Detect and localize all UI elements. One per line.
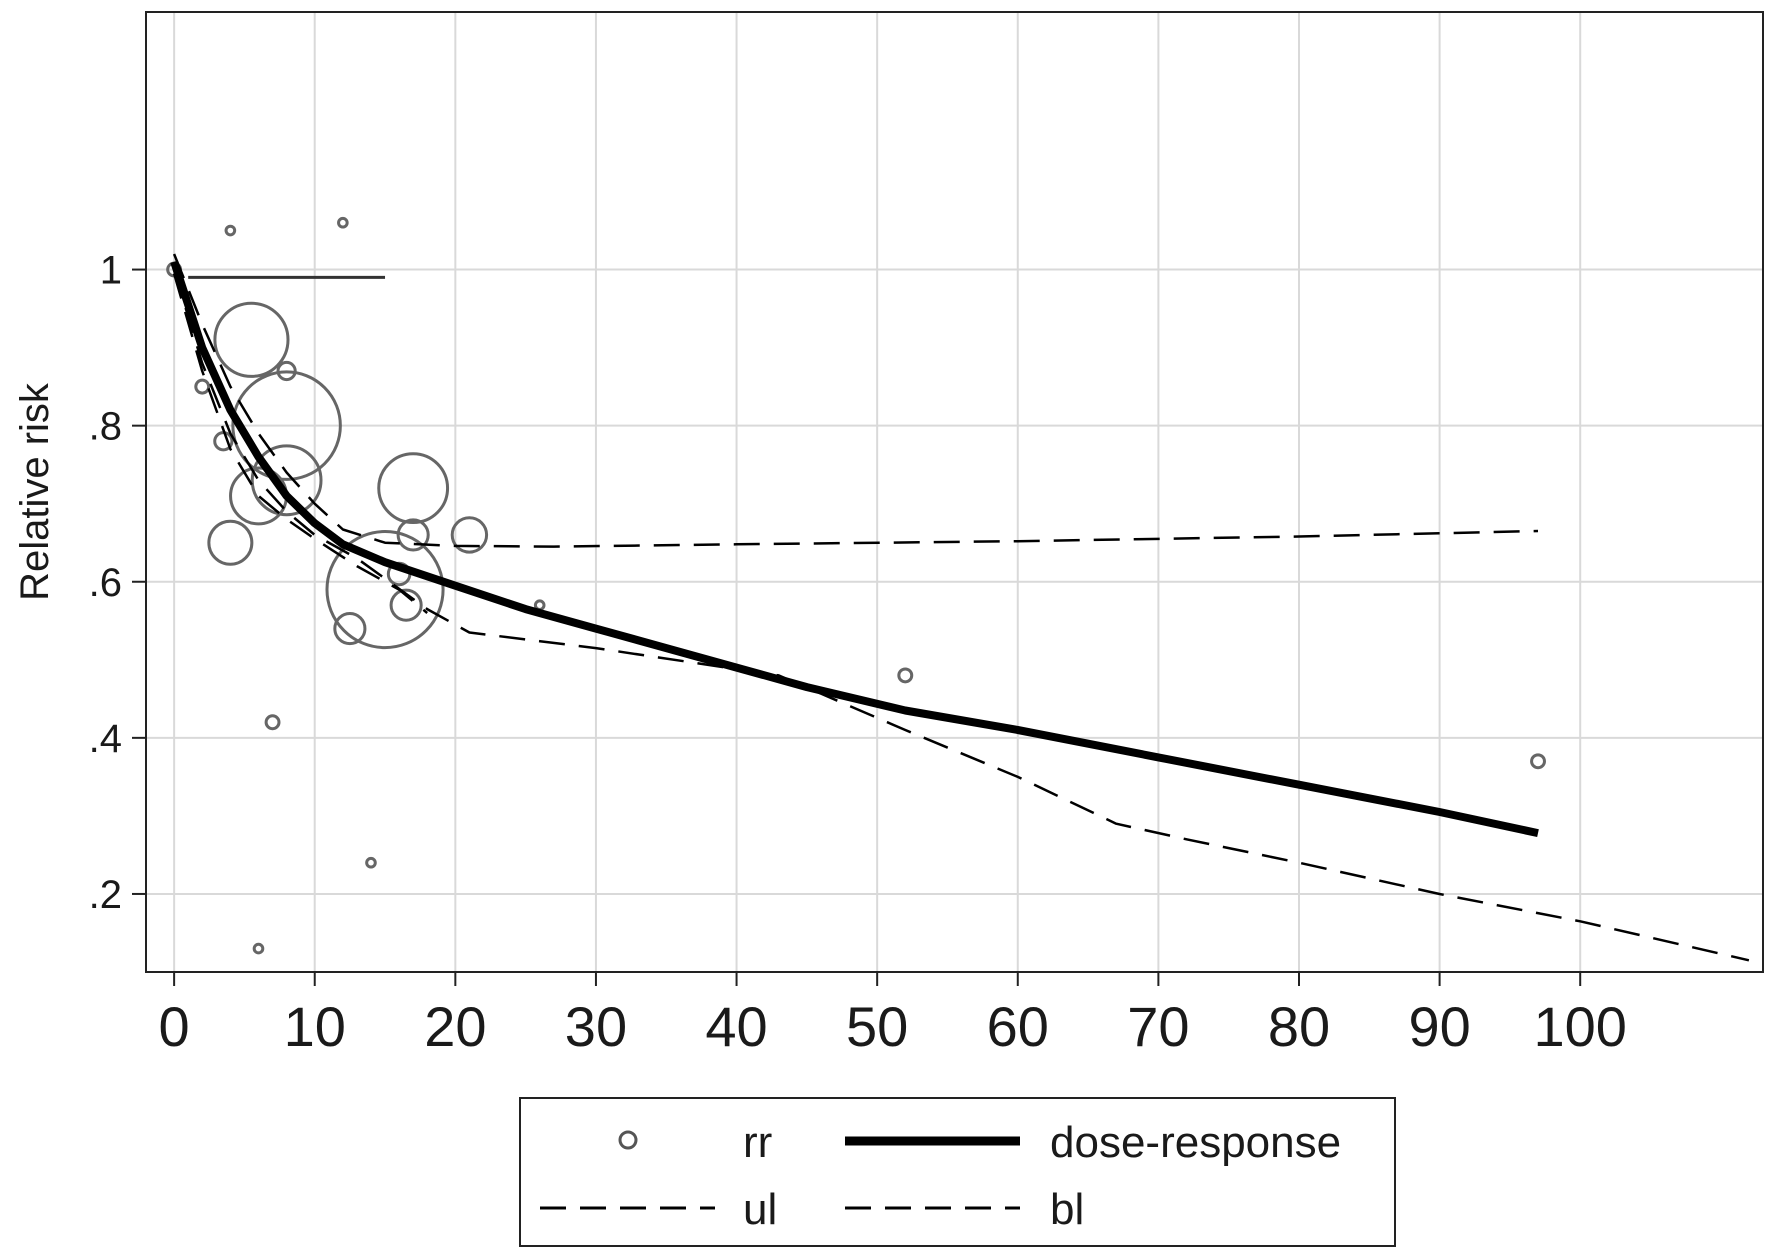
rr-point [377,452,450,524]
x-tick-label: 70 [1127,995,1189,1058]
axes: 0 10 20 30 40 50 60 70 80 90 100 .2 .4 .6 .8 1 [89,249,1627,1058]
x-tick-label: 40 [705,995,767,1058]
grid [146,12,1763,972]
rr-point [194,378,211,395]
plot-frame [145,11,1764,973]
series-line-bl [172,273,428,614]
legend-rr-label: rr [743,1118,772,1167]
rr-point [396,518,430,552]
y-tick-label: .2 [89,873,122,917]
rr-point [224,224,237,237]
y-tick-label: .8 [89,405,122,449]
x-tick-label: 60 [987,995,1049,1058]
y-tick-label: .4 [89,717,122,761]
series-lines [170,253,1750,962]
x-tick-label: 20 [424,995,486,1058]
rr-points [166,216,1546,955]
rr-point [365,856,377,869]
rr-point [389,588,423,622]
rr-point [250,444,323,517]
plot-background [146,12,1763,972]
legend-rr-marker [618,1130,638,1150]
legend: rr dose-response ul bl [519,1097,1396,1247]
plot-area [145,11,1764,973]
rr-point [337,216,349,229]
y-axis-label: Relative risk [13,382,57,601]
x-tick-label: 30 [565,995,627,1058]
legend-dose-response-label: dose-response [1050,1118,1341,1167]
rr-point [276,360,297,382]
rr-point [252,942,265,955]
rr-point [207,519,254,566]
x-tick-label: 90 [1408,995,1470,1058]
legend-box [519,1097,1396,1247]
rr-point [450,516,489,554]
series-line-bl [172,269,1750,962]
rr-point [1530,753,1546,770]
rr-point [897,667,914,684]
x-tick-label: 10 [284,995,346,1058]
x-tick-label: 80 [1268,995,1330,1058]
y-tick-label: 1 [100,249,122,293]
rr-point [333,612,367,646]
rr-point [325,530,445,650]
y-tick-label: .6 [89,561,122,605]
x-tick-label: 0 [159,995,190,1058]
legend-ul-label: ul [743,1185,777,1234]
x-tick-label: 100 [1533,995,1626,1058]
series-line-dose-response [170,260,1539,838]
rr-point [231,370,342,481]
legend-bl-label: bl [1050,1185,1084,1234]
rr-point [264,714,281,731]
rr-point [213,301,290,378]
x-tick-label: 50 [846,995,908,1058]
